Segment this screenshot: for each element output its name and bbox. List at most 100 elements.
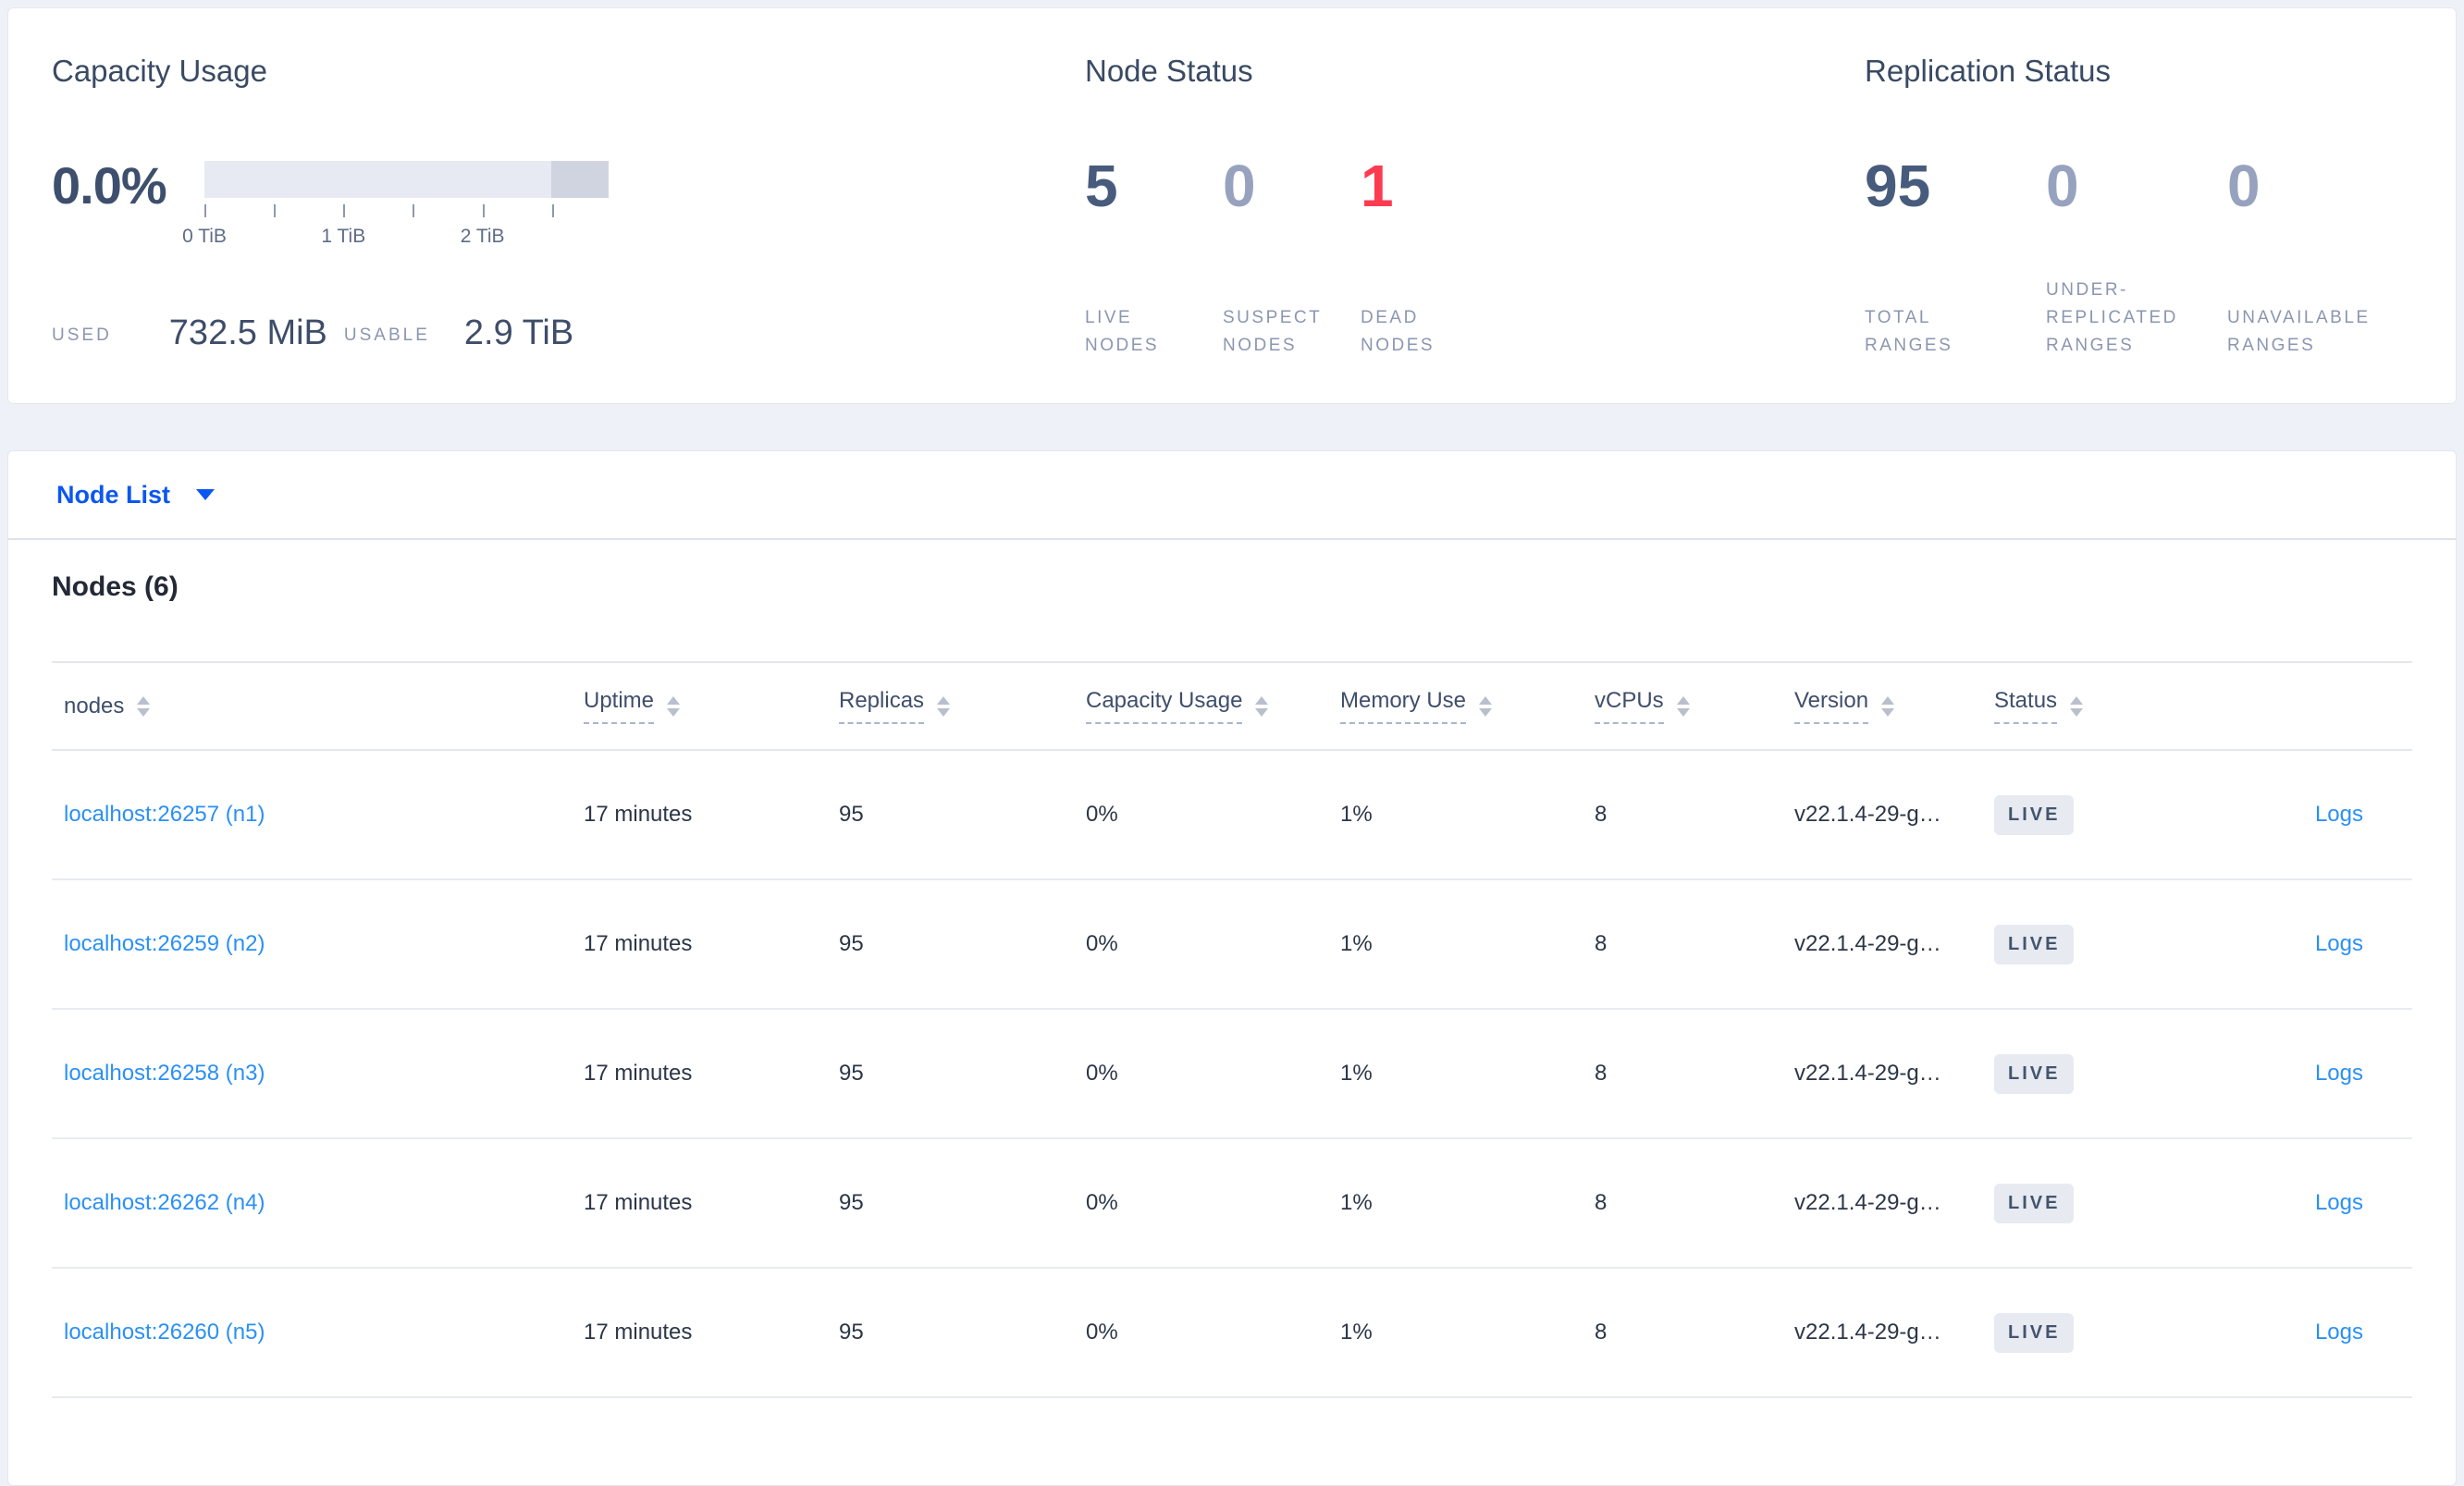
used-label: USED (52, 325, 112, 345)
capacity-usage-title: Capacity Usage (52, 54, 267, 88)
node-status-labels: LIVE NODES SUSPECT NODES DEAD NODES (1085, 275, 1498, 360)
logs-link[interactable]: Logs (2314, 1190, 2363, 1215)
memory-cell: 1% (1340, 1190, 1373, 1215)
unavailable-ranges-label: UNAVAILABLE RANGES (2227, 307, 2371, 355)
suspect-nodes-label: SUSPECT NODES (1223, 307, 1323, 355)
column-header-vcpus[interactable]: vCPUs (1583, 688, 1782, 724)
vcpus-cell: 8 (1595, 802, 1608, 827)
logs-link[interactable]: Logs (2314, 1061, 2363, 1086)
node-link[interactable]: localhost:26259 (n2) (64, 931, 265, 956)
sort-icon (1881, 695, 1895, 717)
column-header-uptime[interactable]: Uptime (572, 688, 827, 724)
status-badge: LIVE (1994, 1053, 2075, 1094)
column-header-capacity-usage[interactable]: Capacity Usage (1074, 688, 1328, 724)
table-row: localhost:26257 (n1) 17 minutes 95 0% 1%… (52, 751, 2412, 880)
gauge-tick (482, 204, 485, 217)
vcpus-cell: 8 (1595, 1061, 1608, 1086)
logs-link[interactable]: Logs (2314, 802, 2363, 827)
nodes-table: nodes Uptime Replicas Capacity Usage Mem… (52, 661, 2412, 1398)
column-header-replicas[interactable]: Replicas (827, 688, 1074, 724)
capacity-cell: 0% (1086, 802, 1118, 827)
column-header-version[interactable]: Version (1782, 688, 1982, 724)
logs-link[interactable]: Logs (2314, 931, 2363, 956)
capacity-cell: 0% (1086, 1190, 1118, 1215)
node-list-dropdown-label: Node List (56, 480, 171, 509)
suspect-nodes-count: 0 (1223, 153, 1256, 219)
sort-icon (2070, 695, 2084, 717)
usable-label: USABLE (343, 325, 430, 345)
used-value: 732.5 MiB (168, 313, 327, 352)
status-badge: LIVE (1994, 1183, 2075, 1223)
live-nodes-count: 5 (1085, 153, 1118, 219)
node-list-card: Node List Nodes (6) nodes Uptime Replica… (7, 450, 2457, 1486)
sort-icon (1479, 695, 1493, 717)
table-header-row: nodes Uptime Replicas Capacity Usage Mem… (52, 661, 2412, 751)
capacity-percent: 0.0% (52, 156, 167, 215)
table-row: localhost:26258 (n3) 17 minutes 95 0% 1%… (52, 1010, 2412, 1139)
replicas-cell: 95 (839, 931, 864, 956)
sort-icon (937, 695, 951, 717)
status-badge: LIVE (1994, 924, 2075, 964)
node-status-numbers: 5 0 1 (1085, 149, 1498, 223)
uptime-cell: 17 minutes (584, 1320, 693, 1345)
replicas-cell: 95 (839, 1320, 864, 1345)
view-dropdown-bar: Node List (8, 451, 2456, 540)
replication-numbers: 95 0 0 (1865, 149, 2409, 223)
node-list-dropdown[interactable]: Node List (56, 480, 216, 510)
under-replicated-ranges-label: UNDER- REPLICATED RANGES (2046, 279, 2178, 355)
table-row: localhost:26260 (n5) 17 minutes 95 0% 1%… (52, 1269, 2412, 1398)
capacity-gauge-bar: 0 TiB 1 TiB 2 TiB (182, 161, 609, 247)
node-status-title: Node Status (1085, 54, 1253, 88)
node-link[interactable]: localhost:26260 (n5) (64, 1320, 265, 1345)
capacity-cell: 0% (1086, 1061, 1118, 1086)
memory-cell: 1% (1340, 931, 1373, 956)
uptime-cell: 17 minutes (584, 802, 693, 827)
gauge-tick (274, 204, 277, 217)
uptime-cell: 17 minutes (584, 931, 693, 956)
table-row: localhost:26262 (n4) 17 minutes 95 0% 1%… (52, 1139, 2412, 1269)
node-link[interactable]: localhost:26258 (n3) (64, 1061, 265, 1086)
replicas-cell: 95 (839, 1190, 864, 1215)
capacity-cell: 0% (1086, 931, 1118, 956)
replication-labels: TOTAL RANGES UNDER- REPLICATED RANGES UN… (1865, 275, 2409, 360)
vcpus-cell: 8 (1595, 931, 1608, 956)
gauge-tick (204, 204, 206, 217)
total-ranges-count: 95 (1865, 153, 1931, 219)
sort-icon (137, 695, 151, 717)
vcpus-cell: 8 (1595, 1190, 1608, 1215)
under-replicated-ranges-count: 0 (2046, 153, 2079, 219)
version-cell: v22.1.4-29-g… (1794, 1061, 1941, 1086)
memory-cell: 1% (1340, 1061, 1373, 1086)
memory-cell: 1% (1340, 802, 1373, 827)
gauge-tick (343, 204, 346, 217)
node-status-panel: Node Status 5 0 1 LIVE NODES SUSPECT NOD… (1085, 8, 1825, 403)
column-header-status[interactable]: Status (1982, 688, 2204, 724)
logs-link[interactable]: Logs (2314, 1320, 2363, 1345)
node-link[interactable]: localhost:26257 (n1) (64, 802, 265, 827)
dead-nodes-count: 1 (1361, 153, 1394, 219)
capacity-usage-panel: Capacity Usage 0.0% 0 TiB 1 TiB 2 TiB US… (52, 8, 1032, 403)
column-header-memory-use[interactable]: Memory Use (1328, 688, 1583, 724)
usable-value: 2.9 TiB (463, 313, 574, 352)
status-badge: LIVE (1994, 1312, 2075, 1353)
version-cell: v22.1.4-29-g… (1794, 802, 1941, 827)
table-row: localhost:26259 (n2) 17 minutes 95 0% 1%… (52, 880, 2412, 1010)
sort-icon (667, 695, 681, 717)
replicas-cell: 95 (839, 802, 864, 827)
status-badge: LIVE (1994, 794, 2075, 835)
nodes-heading: Nodes (6) (52, 571, 179, 602)
capacity-cell: 0% (1086, 1320, 1118, 1345)
version-cell: v22.1.4-29-g… (1794, 1320, 1941, 1345)
dead-nodes-label: DEAD NODES (1361, 307, 1435, 355)
cluster-summary-card: Capacity Usage 0.0% 0 TiB 1 TiB 2 TiB US… (7, 7, 2457, 404)
total-ranges-label: TOTAL RANGES (1865, 307, 1953, 355)
version-cell: v22.1.4-29-g… (1794, 1190, 1941, 1215)
gauge-tick-label: 2 TiB (460, 226, 505, 247)
vcpus-cell: 8 (1595, 1320, 1608, 1345)
node-link[interactable]: localhost:26262 (n4) (64, 1190, 265, 1215)
capacity-stats: USED 732.5 MiB USABLE 2.9 TiB (52, 313, 573, 353)
column-header-nodes[interactable]: nodes (52, 694, 572, 719)
sort-icon (1255, 695, 1269, 717)
capacity-bar-unusable-segment (550, 161, 609, 198)
uptime-cell: 17 minutes (584, 1190, 693, 1215)
